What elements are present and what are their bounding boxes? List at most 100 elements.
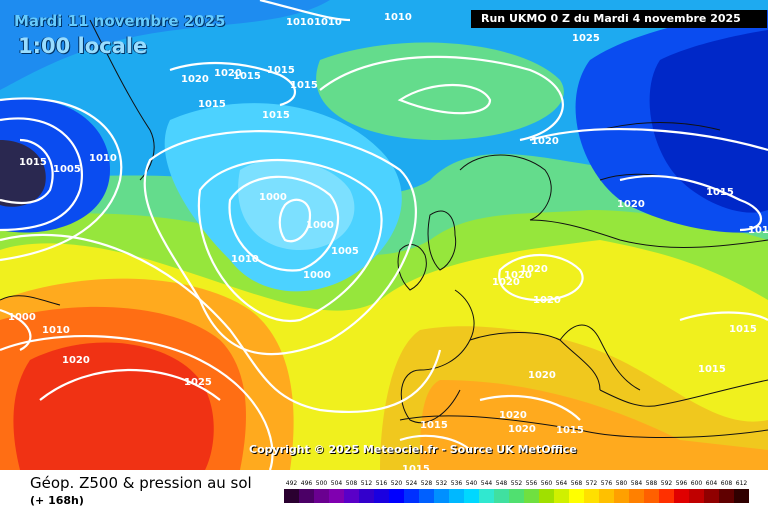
- scale-swatch: [419, 489, 434, 503]
- run-banner: Run UKMO 0 Z du Mardi 4 novembre 2025: [471, 10, 767, 28]
- scale-swatch: [329, 489, 344, 503]
- forecast-time: 1:00 locale: [18, 34, 148, 58]
- pressure-label: 1000: [303, 270, 331, 281]
- scale-swatch: [689, 489, 704, 503]
- isobar-1020-atlantic: [0, 334, 274, 470]
- isobar-west-1005: [0, 117, 83, 232]
- scale-swatch: [629, 489, 644, 503]
- pressure-label: 1010: [89, 153, 117, 164]
- isobar-1025-atlantic: [39, 369, 221, 401]
- scale-tick-label: 548: [496, 480, 508, 487]
- scale-swatch: [449, 489, 464, 503]
- pressure-label: 1020: [531, 136, 559, 147]
- scale-tick-label: 572: [586, 480, 598, 487]
- forecast-date: Mardi 11 novembre 2025: [14, 12, 226, 30]
- scale-swatch: [569, 489, 584, 503]
- scale-tick-label: 584: [631, 480, 643, 487]
- scale-swatch: [374, 489, 389, 503]
- pressure-label: 1020: [181, 74, 209, 85]
- scale-swatch: [404, 489, 419, 503]
- scale-tick-label: 516: [376, 480, 388, 487]
- pressure-label: 1015: [698, 364, 726, 375]
- scale-tick-label: 540: [466, 480, 478, 487]
- isobars: [0, 0, 768, 470]
- scale-tick-label: 500: [316, 480, 328, 487]
- pressure-label: 1020: [528, 370, 556, 381]
- west-trough-core: [0, 140, 46, 207]
- scale-swatch: [479, 489, 494, 503]
- isobar-1000: [228, 175, 340, 272]
- scale-swatch: [434, 489, 449, 503]
- south-orange: [420, 380, 768, 470]
- pressure-label: 1020: [499, 410, 527, 421]
- scale-tick-label: 580: [616, 480, 628, 487]
- pressure-label: 1005: [331, 246, 359, 257]
- legend-bar: Géop. Z500 & pression au sol (+ 168h) 49…: [0, 470, 768, 512]
- scale-tick-label: 604: [706, 480, 718, 487]
- scale-swatch: [734, 489, 749, 503]
- isobar-west-small: [0, 308, 32, 351]
- scale-tick-label: 600: [691, 480, 703, 487]
- scale-tick-label: 612: [736, 480, 748, 487]
- pressure-label: 1015: [19, 157, 47, 168]
- isobar-1010: [143, 130, 417, 356]
- pressure-label: 1020: [504, 270, 532, 281]
- pressure-label: 1015: [198, 99, 226, 110]
- scale-tick-label: 592: [661, 480, 673, 487]
- scale-swatch: [494, 489, 509, 503]
- pressure-label: 1010: [384, 12, 412, 23]
- scale-tick-label: 496: [301, 480, 313, 487]
- pressure-label: 1000: [8, 312, 36, 323]
- scale-swatch: [674, 489, 689, 503]
- isobar-west-1000: [0, 138, 54, 205]
- isobar-1000-inner: [278, 198, 312, 243]
- map-canvas: 1010 1010 1010 1025 1020 1020 1015 1015 …: [0, 0, 768, 470]
- pressure-label: 1015: [290, 80, 318, 91]
- isobar-1020-europe: [498, 253, 584, 302]
- pressure-label: 1010: [42, 325, 70, 336]
- pressure-label: 1015: [420, 420, 448, 431]
- scale-swatch: [539, 489, 554, 503]
- legend-subtitle: (+ 168h): [30, 494, 84, 507]
- scale-tick-label: 608: [721, 480, 733, 487]
- scale-tick-label: 544: [481, 480, 493, 487]
- isobar-1015-med: [399, 434, 471, 451]
- pressure-label: 1015: [267, 65, 295, 76]
- scale-tick-label: 556: [526, 480, 538, 487]
- pressure-label: 1000: [259, 192, 287, 203]
- colour-scale: 492 496 500 504 508 512 516 520 524 528 532 536 540 5…: [284, 480, 749, 503]
- copyright-text: Copyright © 2025 Meteociel.fr - Source U…: [249, 443, 577, 456]
- isobar-1020-north: [319, 55, 564, 142]
- scale-swatch: [389, 489, 404, 503]
- isobar-west-1010: [0, 97, 123, 262]
- scale-swatch: [524, 489, 539, 503]
- east-trough-core: [649, 30, 768, 213]
- scale-swatch: [299, 489, 314, 503]
- pressure-label: 1015: [233, 71, 261, 82]
- forecast-map: 1010 1010 1010 1025 1020 1020 1015 1015 …: [0, 0, 768, 470]
- scale-swatch: [314, 489, 329, 503]
- isobar-1015: [0, 233, 442, 413]
- scale-tick-label: 528: [421, 480, 433, 487]
- scale-swatch: [644, 489, 659, 503]
- isobar-1020-greenland: [169, 61, 297, 107]
- pressure-label: 1015: [402, 464, 430, 470]
- pressure-label: 1020: [492, 277, 520, 288]
- scale-tick-label: 524: [406, 480, 418, 487]
- scale-tick-label: 520: [391, 480, 403, 487]
- scale-tick-label: 508: [346, 480, 358, 487]
- central-low-core: [238, 159, 355, 250]
- scale-swatch: [344, 489, 359, 503]
- pressure-labels: 1010 1010 1010 1025 1020 1020 1015 1015 …: [8, 12, 768, 470]
- pressure-label: 1020: [617, 199, 645, 210]
- isobar-1020-med: [479, 394, 581, 421]
- pressure-label: 1005: [53, 164, 81, 175]
- pressure-label: 1010: [231, 254, 259, 265]
- pressure-label: 1020: [62, 355, 90, 366]
- scale-swatch: [359, 489, 374, 503]
- legend-title: Géop. Z500 & pression au sol: [30, 474, 252, 492]
- scale-swatch: [659, 489, 674, 503]
- scale-tick-label: 512: [361, 480, 373, 487]
- pressure-label: 1020: [508, 424, 536, 435]
- isobar-1015-se: [679, 311, 768, 322]
